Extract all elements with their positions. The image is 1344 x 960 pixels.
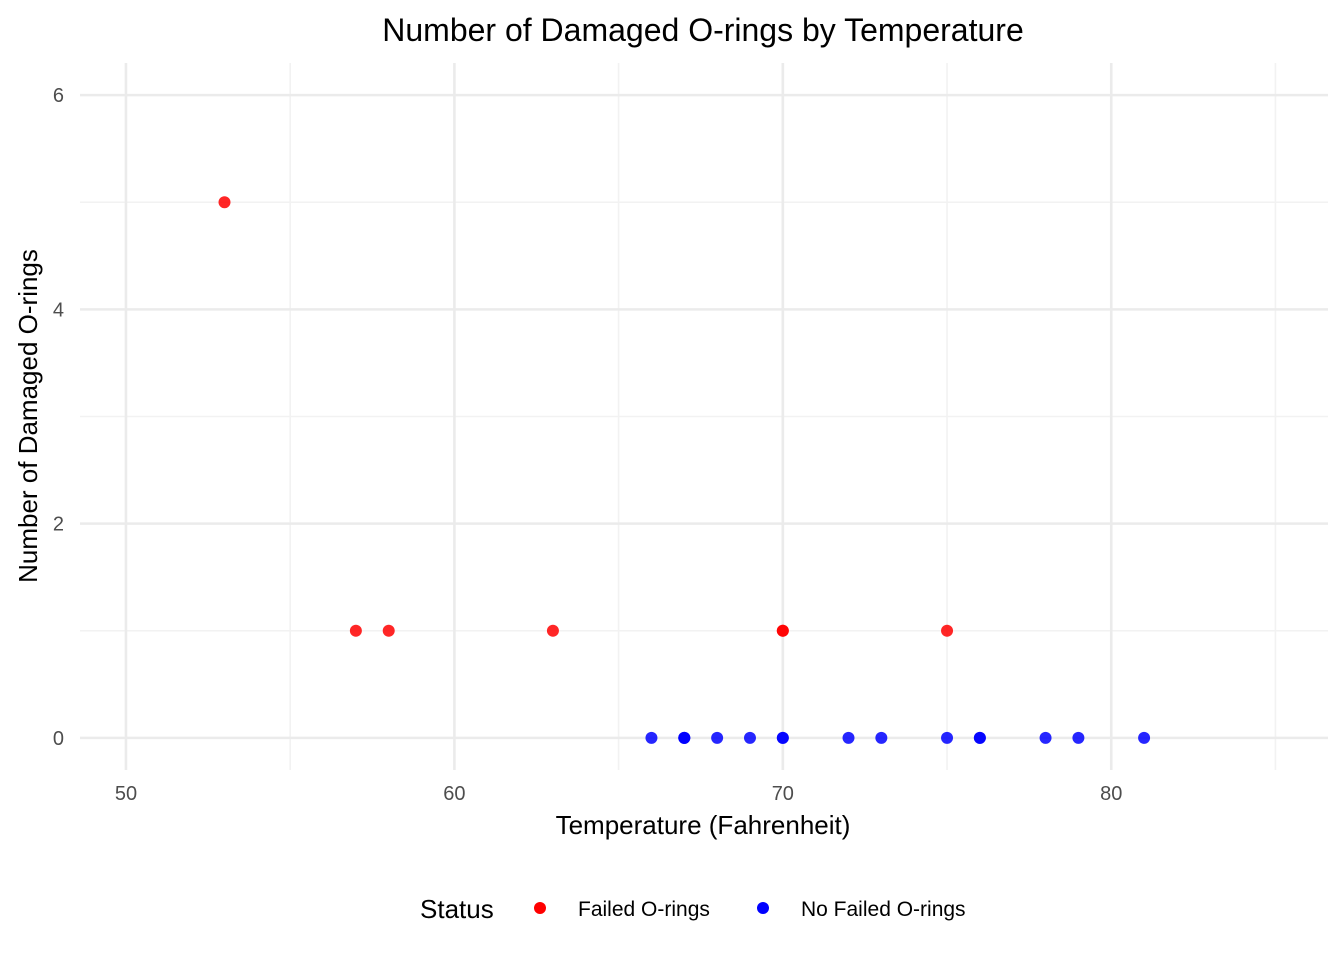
y-tick-label: 6 — [53, 85, 64, 107]
data-point — [843, 732, 855, 744]
data-point — [350, 625, 362, 637]
y-axis-title: Number of Damaged O-rings — [13, 249, 43, 583]
legend-marker-no-failed — [757, 902, 769, 914]
data-point — [645, 732, 657, 744]
data-point — [219, 196, 231, 208]
y-tick-label: 2 — [53, 514, 64, 536]
x-axis-title: Temperature (Fahrenheit) — [556, 810, 851, 840]
x-tick-label: 50 — [115, 783, 137, 805]
legend-title: Status — [420, 894, 494, 924]
legend: Status Failed O-rings No Failed O-rings — [420, 894, 966, 924]
legend-label-no-failed: No Failed O-rings — [801, 898, 966, 921]
x-tick-label: 80 — [1100, 783, 1122, 805]
data-points — [219, 196, 1151, 744]
data-point — [744, 732, 756, 744]
chart-title: Number of Damaged O-rings by Temperature — [382, 12, 1023, 48]
data-point — [383, 625, 395, 637]
grid — [80, 63, 1328, 770]
x-tick-label: 60 — [443, 783, 465, 805]
data-point — [547, 625, 559, 637]
data-point — [1040, 732, 1052, 744]
data-point — [777, 625, 789, 637]
tick-labels: 50 60 70 80 0 2 4 6 — [53, 85, 1122, 805]
data-point — [941, 625, 953, 637]
legend-label-failed: Failed O-rings — [578, 898, 710, 921]
data-point — [711, 732, 723, 744]
y-tick-label: 4 — [53, 299, 64, 321]
data-point — [678, 732, 690, 744]
legend-marker-failed — [534, 902, 546, 914]
x-tick-label: 70 — [772, 783, 794, 805]
data-point — [941, 732, 953, 744]
data-point — [1138, 732, 1150, 744]
data-point — [875, 732, 887, 744]
data-point — [777, 732, 789, 744]
data-point — [974, 732, 986, 744]
y-tick-label: 0 — [53, 728, 64, 750]
data-point — [1072, 732, 1084, 744]
